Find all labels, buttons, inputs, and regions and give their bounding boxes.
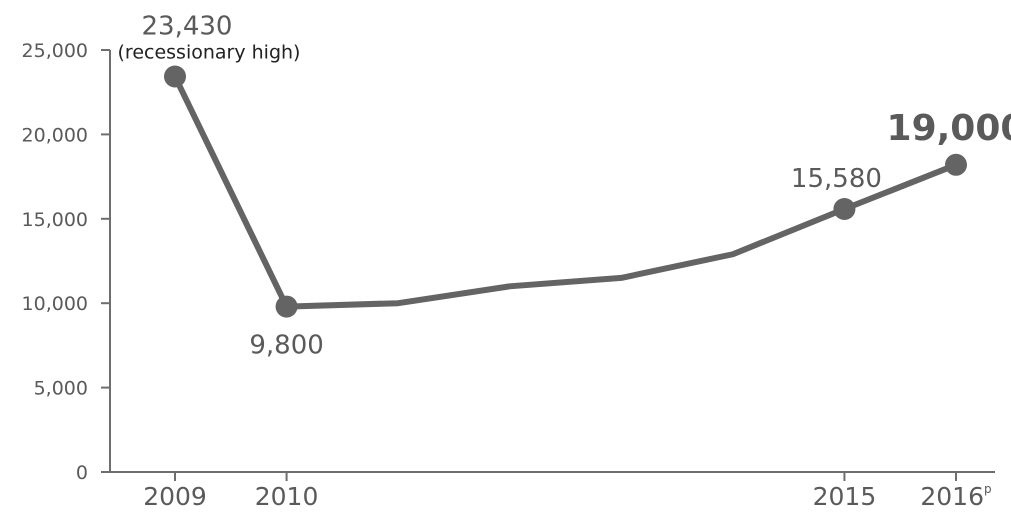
y-tick-label: 20,000: [22, 124, 88, 146]
data-label-note-2009: (recessionary high): [118, 42, 301, 64]
y-axis-ticks: 0 5,000 10,000 15,000 20,000 25,000: [22, 40, 110, 484]
data-point: [275, 295, 298, 318]
series-line: [172, 75, 958, 310]
x-axis-ticks: 2009 2010 2015 2016p: [143, 472, 992, 511]
data-labels: 23,430(recessionary high) 9,800 15,58019,0…: [118, 12, 1011, 361]
data-point: [945, 153, 967, 176]
y-tick-label: 15,000: [22, 209, 88, 231]
y-tick-label: 25,000: [22, 40, 88, 62]
x-tick-label: 2015: [813, 482, 877, 511]
y-tick-label: 10,000: [22, 293, 88, 315]
data-label-2015: 15,580: [791, 164, 882, 194]
y-tick-label: 5,000: [34, 378, 88, 400]
x-tick-superscript: p: [984, 482, 992, 496]
x-tick-label: 2010: [255, 482, 319, 511]
data-point: [833, 198, 856, 221]
y-tick-label: 0: [76, 462, 88, 484]
data-label-2016: 19,000: [887, 108, 1011, 149]
data-label-2009: 23,430: [142, 12, 233, 42]
data-points: [164, 65, 967, 318]
data-point: [164, 65, 186, 88]
x-tick-label: 2009: [143, 482, 207, 511]
x-tick-label: 2016p: [920, 482, 991, 511]
data-label-2010: 9,800: [249, 331, 323, 361]
